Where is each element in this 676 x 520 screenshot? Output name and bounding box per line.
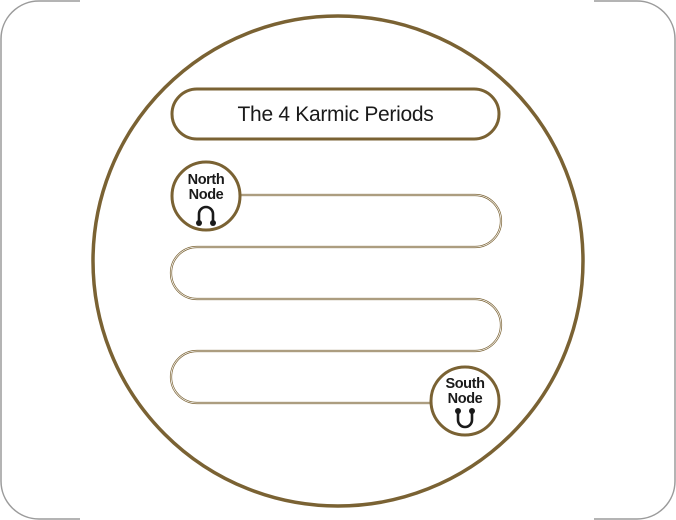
south-node-label-line2: Node xyxy=(448,391,483,407)
south-node-icon xyxy=(455,408,475,429)
north-node: North Node xyxy=(170,160,242,232)
south-node-label-line1: South xyxy=(445,376,484,392)
diagram-title: The 4 Karmic Periods xyxy=(238,103,434,126)
title-box: The 4 Karmic Periods xyxy=(170,87,501,141)
outer-circle xyxy=(91,14,585,508)
panel-bottom-gap xyxy=(80,516,594,520)
north-node-label-line2: Node xyxy=(189,187,224,203)
karmic-path-highlight xyxy=(170,194,502,404)
north-node-icon xyxy=(196,205,216,226)
north-node-label-line1: North xyxy=(188,172,225,188)
south-node: South Node xyxy=(429,365,501,437)
panel-top-gap xyxy=(80,0,594,4)
